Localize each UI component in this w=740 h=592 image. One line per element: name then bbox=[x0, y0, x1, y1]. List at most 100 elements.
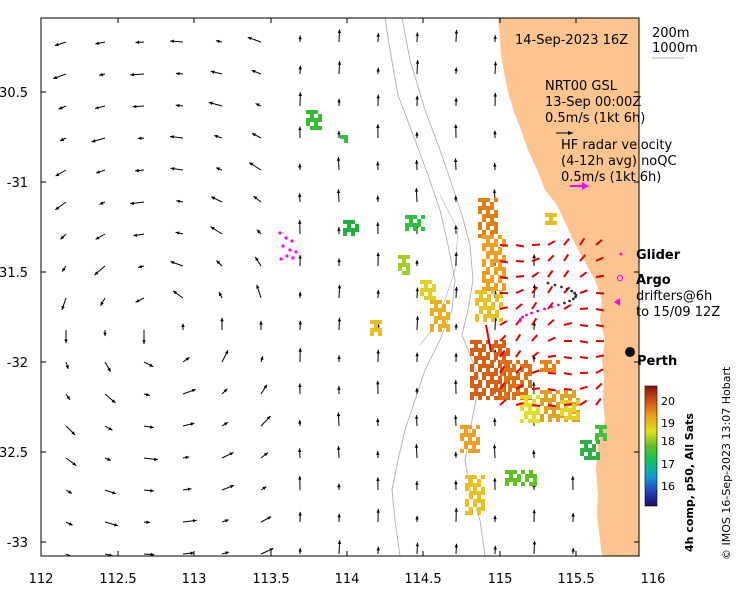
radar-arrow bbox=[531, 317, 538, 326]
drifter-point bbox=[565, 287, 569, 291]
x-tick-label: 113 bbox=[182, 572, 207, 587]
radar-arrow bbox=[499, 399, 507, 406]
colorbar-tick: 20 bbox=[661, 395, 675, 408]
glider-point bbox=[281, 244, 285, 248]
radar-arrow bbox=[547, 240, 556, 246]
x-tick-label: 112 bbox=[29, 572, 54, 587]
radar-arrow bbox=[547, 254, 555, 262]
radar-arrows bbox=[485, 237, 605, 408]
radar-arrow bbox=[499, 382, 506, 390]
y-tick-label: 30.5 bbox=[0, 86, 28, 101]
radar-arrow bbox=[595, 354, 605, 358]
drifter-point bbox=[546, 281, 550, 285]
plot-frame bbox=[40, 17, 640, 557]
colorbar-tick: 16 bbox=[661, 480, 675, 493]
radar-arrow bbox=[595, 368, 604, 374]
sst-colorbar bbox=[644, 385, 658, 507]
radar-arrow bbox=[499, 365, 506, 374]
radar-arrow bbox=[499, 276, 509, 280]
radar-arrow bbox=[531, 369, 540, 374]
radar-arrow bbox=[547, 269, 554, 278]
map-date: 14-Sep-2023 16Z bbox=[515, 33, 628, 48]
drifter-point bbox=[518, 319, 522, 323]
radar-arrow bbox=[547, 388, 557, 392]
radar-arrow bbox=[547, 319, 555, 326]
drifter-point bbox=[530, 311, 533, 315]
drifter-point bbox=[571, 297, 575, 301]
radar-arrow bbox=[563, 269, 570, 278]
glider-track bbox=[278, 231, 298, 261]
isobath-label-200m: 200m bbox=[652, 26, 689, 41]
x-tick-label: 115 bbox=[488, 572, 513, 587]
radar-arrow bbox=[595, 324, 605, 328]
radar-arrow bbox=[531, 387, 541, 390]
argo-label: Argo bbox=[636, 273, 671, 288]
glider-point bbox=[285, 254, 289, 258]
colorbar-tick: 18 bbox=[661, 435, 675, 448]
radar-arrow bbox=[595, 382, 603, 390]
radar-arrow bbox=[595, 239, 603, 246]
isobath-200m bbox=[401, 18, 486, 556]
radar-arrow bbox=[595, 397, 602, 406]
radar-arrow bbox=[595, 256, 604, 262]
radar-arrow bbox=[547, 302, 554, 310]
radar-arrow bbox=[563, 322, 572, 326]
radar-arrow bbox=[579, 356, 589, 360]
radar-arrow bbox=[531, 334, 538, 342]
radar-arrow bbox=[563, 403, 573, 406]
radar-arrow bbox=[563, 388, 573, 391]
x-tick-label: 114 bbox=[335, 572, 360, 587]
axis-ticks bbox=[40, 18, 639, 556]
isobath-label-1000m: 1000m bbox=[652, 41, 698, 56]
x-tick-label: 116 bbox=[641, 572, 666, 587]
radar-arrow bbox=[499, 320, 508, 326]
glider-point bbox=[288, 248, 292, 252]
city-label: Perth bbox=[637, 354, 677, 369]
drifters-label-1: drifters@6h bbox=[636, 289, 712, 304]
y-tick-label: -33 bbox=[7, 536, 28, 551]
model-name: NRT00 GSL bbox=[545, 79, 618, 94]
radar-arrow bbox=[515, 366, 523, 374]
x-tick-label: 115.5 bbox=[557, 572, 594, 587]
x-tick-label: 114.5 bbox=[404, 572, 441, 587]
drifter-point bbox=[563, 301, 566, 305]
plot-area bbox=[41, 18, 639, 556]
glider-point bbox=[278, 231, 282, 235]
radar-arrow bbox=[499, 349, 506, 358]
drifter-point bbox=[521, 315, 525, 319]
radar-arrow bbox=[515, 288, 524, 294]
radar-arrow bbox=[579, 399, 588, 406]
radar-arrow bbox=[499, 306, 509, 310]
drifter-point bbox=[560, 285, 563, 289]
colorbar-tick: 19 bbox=[661, 417, 675, 430]
drifter-point bbox=[553, 283, 557, 287]
radar-arrow bbox=[563, 238, 570, 246]
radar-arrow bbox=[547, 336, 556, 342]
radar-arrow bbox=[531, 271, 540, 278]
radar-arrow bbox=[515, 303, 523, 310]
drifter-point bbox=[556, 303, 560, 307]
drifter-point bbox=[570, 289, 574, 293]
radar-arrow bbox=[579, 340, 589, 344]
radar-arrow bbox=[579, 271, 588, 278]
radar-arrow bbox=[579, 289, 588, 294]
radar-arrow bbox=[531, 351, 540, 358]
x-tick-label: 112.5 bbox=[99, 572, 136, 587]
radar-arrow bbox=[515, 402, 524, 406]
radar-arrow bbox=[531, 404, 541, 407]
radar-subtitle: (4-12h avg) noQC bbox=[561, 154, 677, 169]
drifter-point bbox=[525, 313, 528, 317]
isobath-1000m bbox=[384, 18, 456, 556]
argo-drifters bbox=[518, 281, 578, 323]
current-arrows bbox=[53, 29, 575, 556]
y-tick-label: 31.5 bbox=[0, 266, 28, 281]
glider-point bbox=[290, 239, 294, 243]
glider-point bbox=[279, 257, 283, 261]
argo-legend-circle bbox=[616, 274, 624, 282]
colorbar-label: 4h comp, p50, All Sats bbox=[683, 413, 696, 552]
credit-text: © IMOS 16-Sep-2023 13:07 Hobart bbox=[720, 366, 733, 560]
radar-arrow bbox=[595, 308, 605, 312]
radar-arrow bbox=[531, 301, 538, 310]
colorbar-ticks: 16 17 18 19 20 bbox=[661, 395, 675, 493]
